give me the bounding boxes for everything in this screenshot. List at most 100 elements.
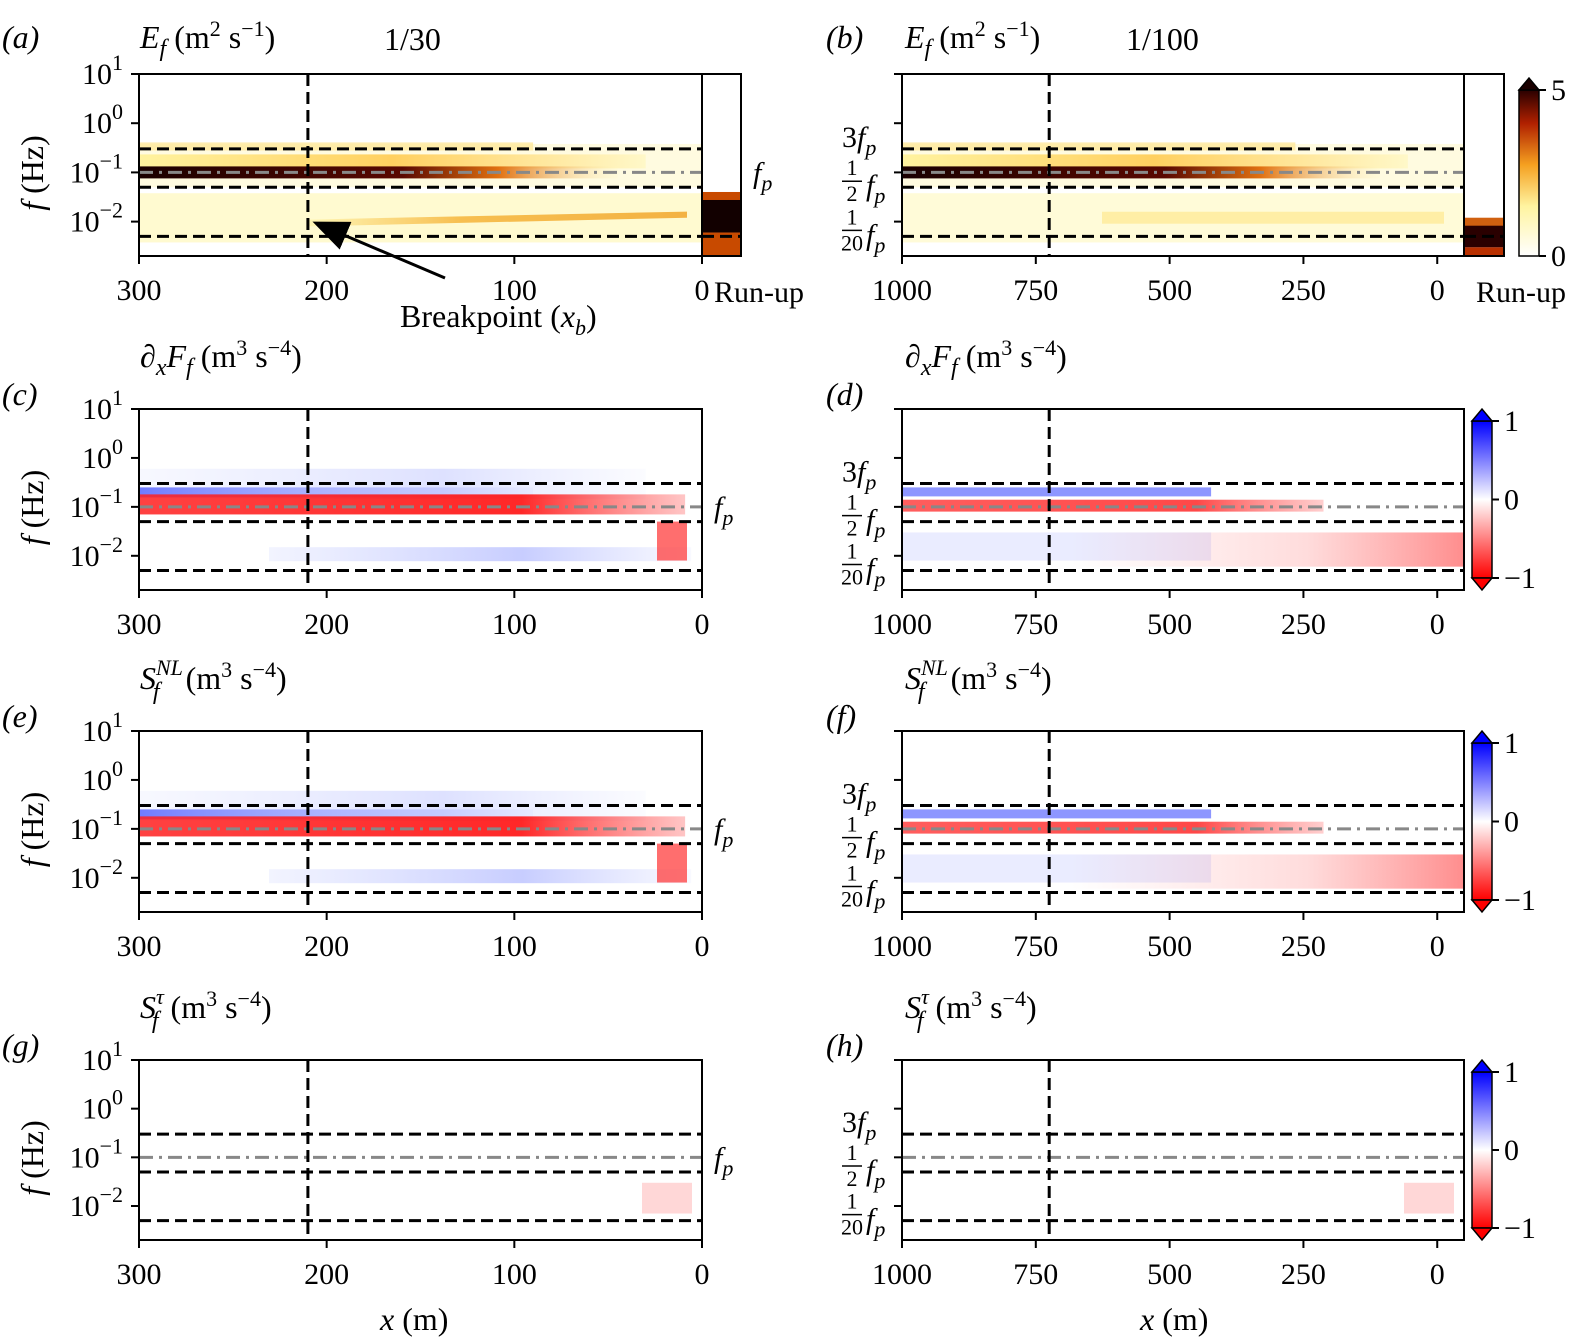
panel-label-a: (a)	[2, 19, 39, 55]
x-tick-label: 750	[1013, 608, 1058, 641]
y-tick-label: 101	[82, 50, 123, 91]
label-3fp: 3fp	[842, 121, 876, 160]
y-tick-label: 10−2	[70, 532, 123, 573]
panel-label-f: (f)	[826, 698, 856, 734]
y-axis-label: f (Hz)	[14, 792, 50, 868]
svg-text:fp: fp	[866, 218, 885, 257]
svg-text:1: 1	[847, 490, 858, 515]
svg-text:2: 2	[847, 516, 858, 541]
colorbar-extend-min	[1470, 1227, 1494, 1242]
panel-label-b: (b)	[826, 19, 863, 55]
svg-text:fp: fp	[866, 1154, 885, 1193]
colorbar-tick-label: −1	[1504, 1212, 1536, 1245]
runup-energy-top	[702, 191, 741, 200]
label-twentieth-fp: 120 fp	[841, 861, 885, 914]
svg-text:1: 1	[847, 1189, 858, 1214]
x-unit-left: (m)	[394, 1301, 448, 1337]
runup-frame	[1463, 73, 1505, 257]
plot-frame	[138, 730, 703, 913]
svg-text:fp: fp	[866, 504, 885, 543]
svg-text:1: 1	[847, 539, 858, 564]
svg-text:2: 2	[847, 1166, 858, 1191]
panel-e: 300 200 100 0 101 100 10−1 10−2 f (Hz) fp (e) SNL f …	[2, 655, 733, 963]
infragravity-band	[309, 211, 687, 227]
x-tick-label: 200	[304, 274, 349, 307]
colorbar-extend-max	[1470, 1058, 1494, 1073]
colorbar-tick-label: 1	[1504, 405, 1519, 438]
x-tick-label: 500	[1147, 274, 1192, 307]
x-axis-label-right: x (m)	[1139, 1301, 1208, 1337]
infragravity-band	[1102, 211, 1444, 224]
y-tick-label: 10−2	[70, 854, 123, 895]
x-tick-label: 100	[492, 274, 537, 307]
y-tick-label: 10−1	[70, 1133, 123, 1174]
red-peak-band	[139, 494, 686, 515]
colorbar-extend-min	[1470, 577, 1494, 592]
runup-panel-b: Run-up	[1463, 73, 1566, 309]
blue-ig-band	[269, 869, 692, 884]
colorbar-f: −1 0 1	[1470, 727, 1536, 917]
panel-title-b: Ef (m2 s−1)	[904, 16, 1040, 62]
red-ig-band	[1070, 854, 1464, 889]
colorbar-extend-max	[1470, 407, 1494, 422]
panel-a: 300 200 100 0 101 100 10−1 10−2 f (Hz) fp (a) Ef (m…	[2, 16, 804, 309]
panel-c: 300 200 100 0 101 100 10−1 10−2 f (Hz) fp (c) ∂xFf …	[2, 335, 733, 641]
y-tick-label: 10−2	[70, 198, 123, 239]
fp-label: fp	[753, 156, 772, 195]
x-unit-right: (m)	[1154, 1301, 1208, 1337]
breakpoint-arrow	[312, 221, 446, 280]
panel-title-f: SNL f (m3 s−4)	[905, 655, 1052, 705]
svg-text:20: 20	[841, 230, 863, 255]
svg-text:fp: fp	[866, 553, 885, 592]
heatmap-field-g	[642, 1182, 692, 1214]
label-half-fp: 12 fp	[842, 155, 885, 208]
colorbar-tick-label: −1	[1504, 884, 1536, 917]
runup-label: Run-up	[714, 276, 804, 309]
y-axis-label: f (Hz)	[14, 135, 50, 211]
colorbar-d: −1 0 1	[1470, 405, 1536, 595]
y-axis-label: f (Hz)	[14, 470, 50, 546]
blue-harmonic-band	[902, 809, 1212, 819]
colorbar-extend-min	[1470, 899, 1494, 914]
y-tick-label: 100	[82, 434, 123, 475]
svg-text:20: 20	[841, 887, 863, 912]
panel-title-d: ∂xFf (m3 s−4)	[905, 335, 1067, 381]
blue-ig-band	[269, 547, 692, 562]
x-tick-label: 300	[117, 1258, 162, 1291]
red-ig-band	[1070, 532, 1464, 567]
label-half-fp: 12 fp	[842, 1140, 885, 1193]
runup-energy-low	[702, 232, 741, 256]
heatmap-field-c	[139, 468, 692, 562]
x-tick-label: 250	[1281, 1258, 1326, 1291]
fp-label: fp	[714, 813, 733, 852]
colorbar-h: −1 0 1	[1470, 1056, 1536, 1245]
plot-frame	[138, 408, 703, 591]
x-tick-label: 750	[1013, 1258, 1058, 1291]
shoreline-red	[657, 521, 687, 561]
x-tick-label: 750	[1013, 930, 1058, 963]
colorbar-tick-label: 5	[1551, 74, 1566, 107]
x-tick-label: 1000	[872, 608, 932, 641]
blue-harmonic-band	[902, 487, 1212, 497]
colorbar-tick-label: 0	[1504, 806, 1519, 839]
plot-frame	[901, 1059, 1465, 1241]
heatmap-field-b	[902, 142, 1464, 243]
runup-panel-a: Run-up	[701, 73, 804, 309]
runup-label: Run-up	[1476, 276, 1566, 309]
svg-text:2: 2	[847, 838, 858, 863]
colorbar-tick-label: −1	[1504, 562, 1536, 595]
x-tick-label: 0	[1430, 274, 1445, 307]
x-tick-label: 0	[1430, 930, 1445, 963]
x-tick-label: 500	[1147, 1258, 1192, 1291]
colorbar-extend-max	[1517, 76, 1541, 91]
panel-title-a: Ef (m2 s−1)	[139, 16, 275, 62]
panel-label-e: (e)	[2, 698, 38, 734]
x-tick-label: 300	[117, 930, 162, 963]
panel-label-h: (h)	[826, 1027, 863, 1063]
upper-harmonic	[139, 142, 534, 151]
x-tick-label: 250	[1281, 930, 1326, 963]
